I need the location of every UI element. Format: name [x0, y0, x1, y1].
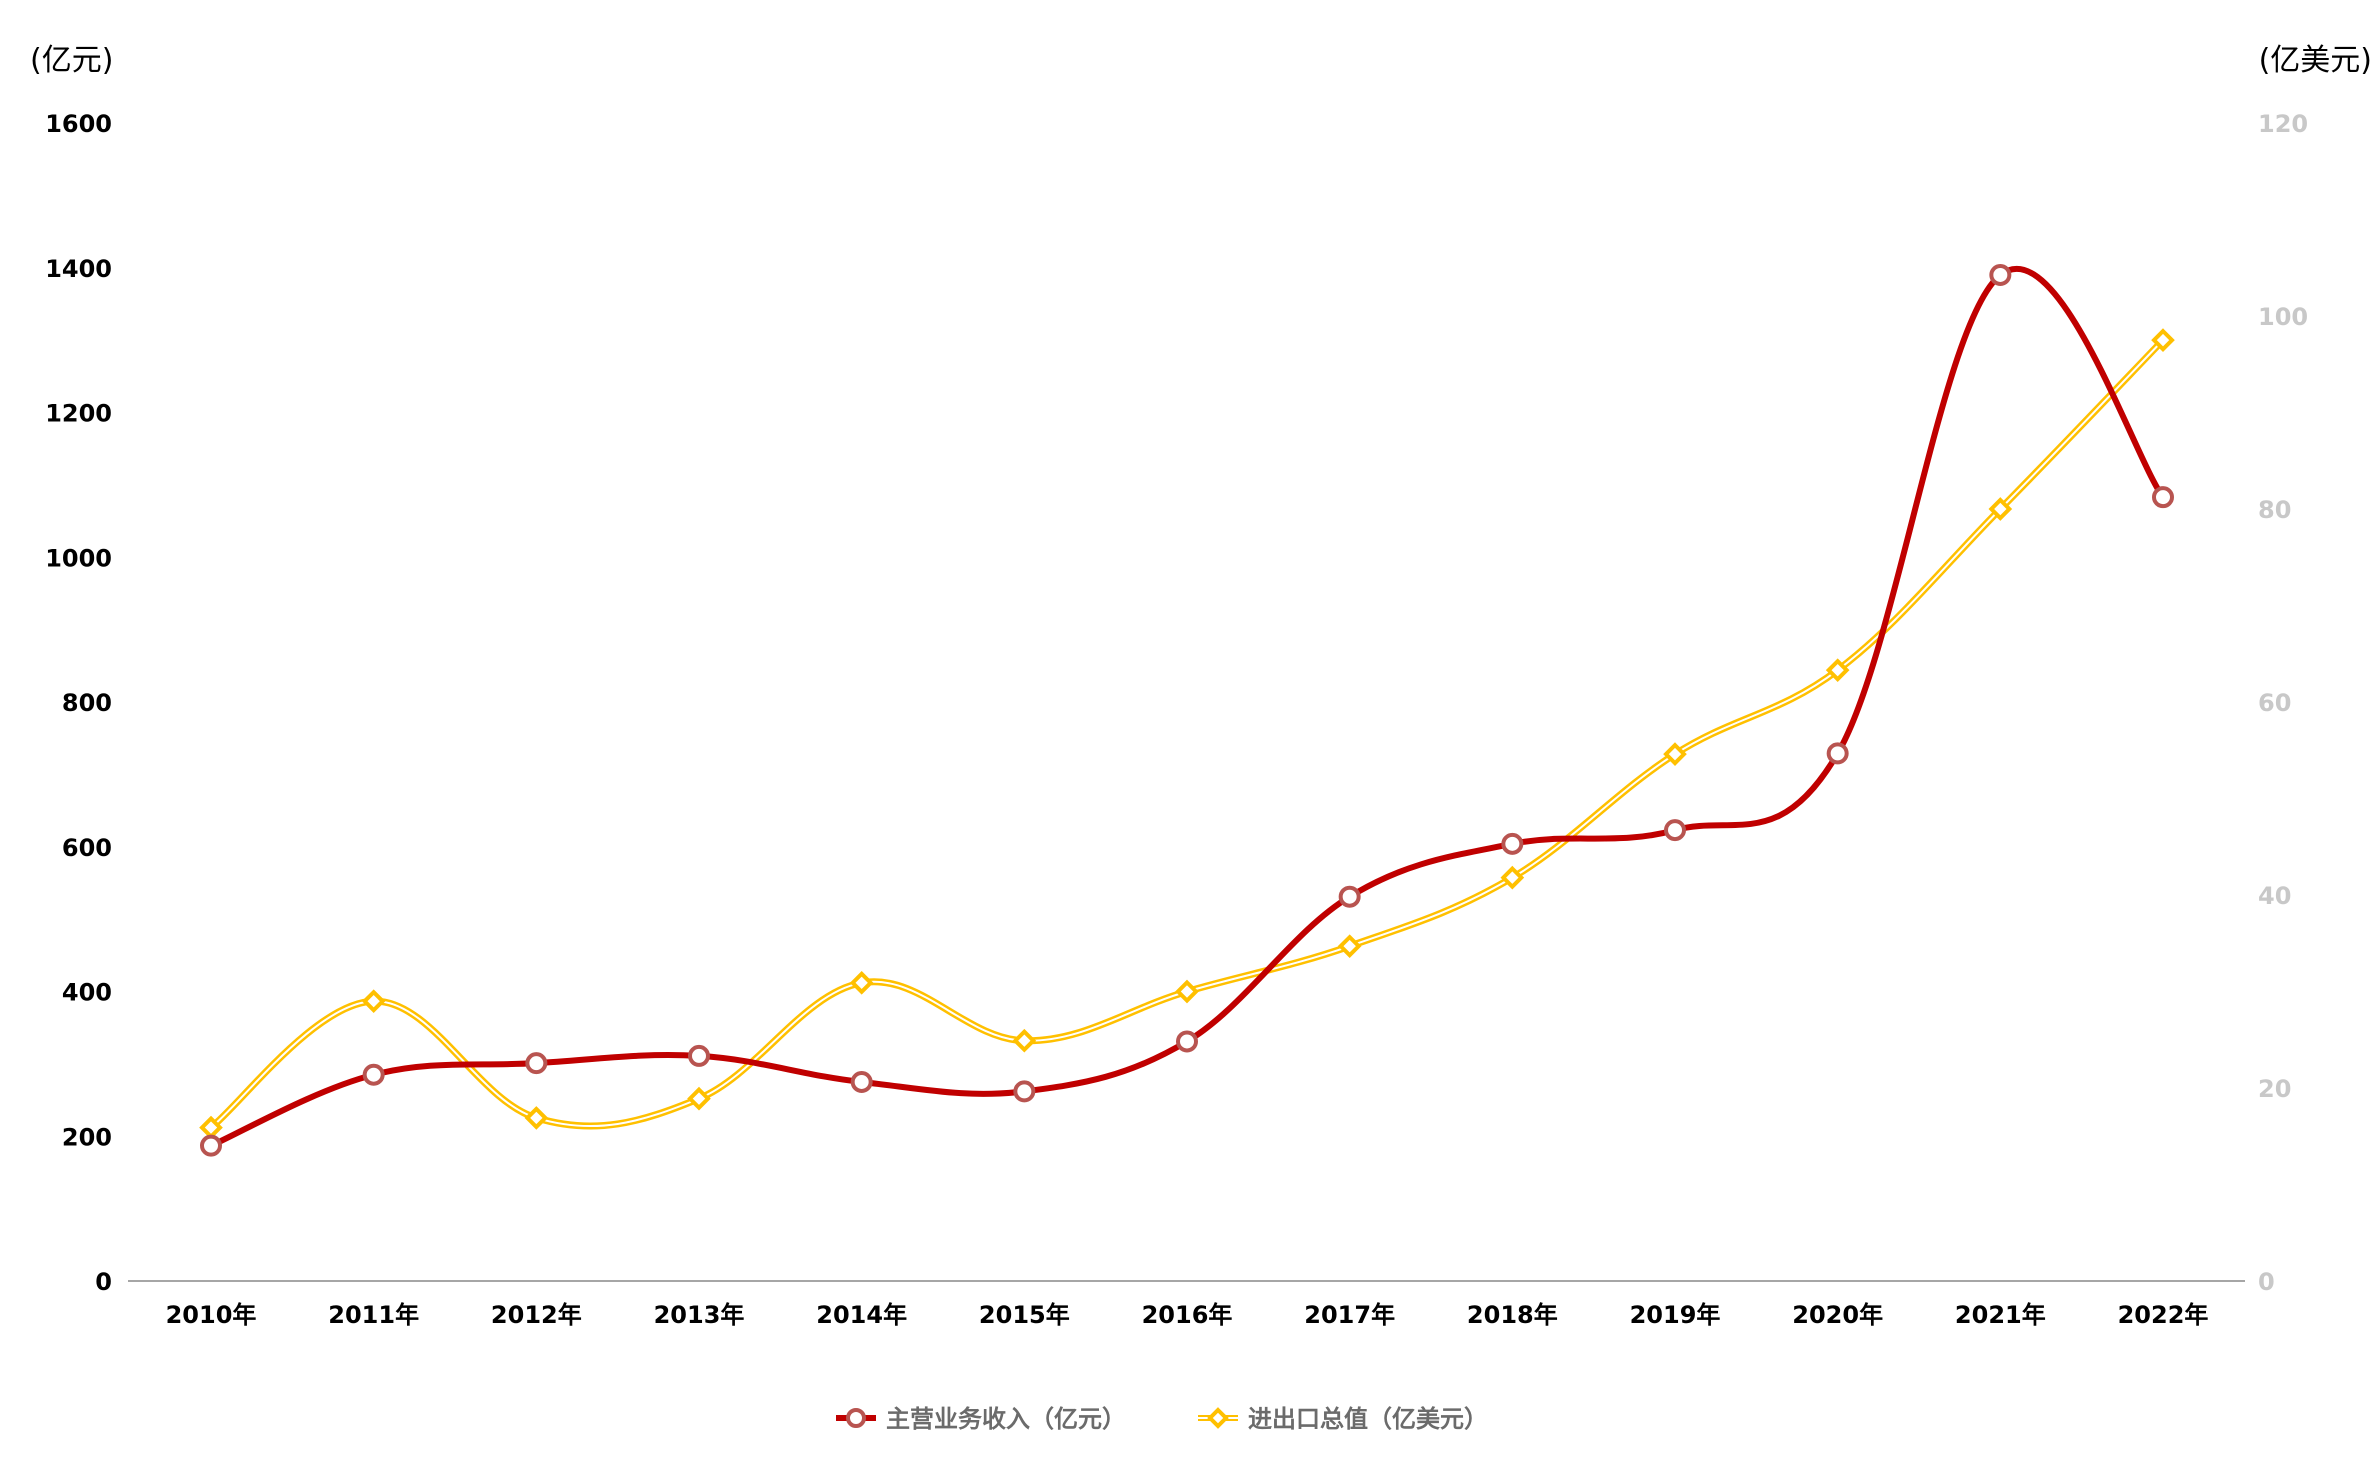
data-point-revenue — [525, 1052, 548, 1075]
x-tick-label: 2021年 — [1955, 1301, 2046, 1329]
series-line-trade-outer — [208, 337, 2166, 1131]
data-point-revenue — [1989, 263, 2012, 286]
x-tick-label: 2015年 — [979, 1301, 1070, 1329]
data-point-trade — [687, 1086, 711, 1111]
y-left-tick-label: 200 — [62, 1123, 112, 1151]
legend-label: 进出口总值（亿美元） — [1248, 1405, 1488, 1433]
x-tick-label: 2018年 — [1467, 1301, 1558, 1329]
legend-item-revenue: 主营业务收入（亿元） — [836, 1405, 1126, 1433]
y-right-tick-label: 100 — [2258, 303, 2308, 331]
data-point-trade — [1175, 979, 1199, 1004]
y-left-tick-label: 600 — [62, 834, 112, 862]
data-point-trade — [1337, 934, 1362, 958]
series-trade — [199, 328, 2175, 1140]
data-point-trade — [524, 1106, 549, 1130]
data-point-revenue — [1664, 819, 1686, 842]
series-revenue — [200, 263, 2174, 1157]
data-point-revenue — [1176, 1030, 1198, 1053]
y-right-tick-label: 80 — [2258, 496, 2291, 524]
legend-item-trade: 进出口总值（亿美元） — [1198, 1405, 1488, 1433]
data-point-revenue — [850, 1070, 873, 1093]
x-tick-label: 2014年 — [816, 1301, 907, 1329]
unit-labels: (亿元) (亿美元) — [30, 43, 2372, 78]
data-point-revenue — [1501, 832, 1524, 855]
data-point-revenue — [200, 1134, 222, 1157]
data-point-revenue — [362, 1063, 385, 1086]
data-point-trade — [1500, 865, 1525, 890]
x-tick-label: 2022年 — [2118, 1301, 2209, 1329]
series-line-trade-inner — [210, 339, 2164, 1129]
x-tick-label: 2020年 — [1792, 1301, 1883, 1329]
legend: 主营业务收入（亿元） 进出口总值（亿美元） — [836, 1405, 1488, 1433]
y-left-unit-label: (亿元) — [30, 43, 113, 78]
y-left-ticks: 0 200 400 600 800 1000 1200 1400 1600 — [45, 110, 112, 1296]
series-line-revenue — [209, 265, 2166, 1149]
y-right-tick-label: 40 — [2258, 882, 2291, 910]
y-left-tick-label: 1600 — [45, 110, 112, 138]
data-point-revenue — [1013, 1080, 1036, 1103]
legend-marker-revenue — [846, 1408, 866, 1428]
x-tick-label: 2012年 — [491, 1301, 582, 1329]
y-right-tick-label: 20 — [2258, 1075, 2291, 1103]
y-right-tick-label: 120 — [2258, 110, 2308, 138]
legend-label: 主营业务收入（亿元） — [886, 1405, 1126, 1433]
x-tick-label: 2013年 — [654, 1301, 745, 1329]
y-right-unit-label: (亿美元) — [2259, 43, 2372, 78]
x-tick-label: 2011年 — [328, 1301, 419, 1329]
y-right-ticks: 0 20 40 60 80 100 120 — [2258, 110, 2308, 1296]
data-point-trade — [361, 989, 386, 1013]
data-point-revenue — [2152, 486, 2174, 509]
data-point-revenue — [1338, 885, 1361, 908]
data-point-trade — [1663, 742, 1687, 766]
y-right-tick-label: 0 — [2258, 1268, 2275, 1296]
y-left-tick-label: 1200 — [45, 400, 112, 428]
legend-marker-trade — [1207, 1407, 1229, 1429]
data-point-trade — [1825, 658, 1850, 682]
y-right-tick-label: 60 — [2258, 689, 2291, 717]
data-point-trade — [1988, 497, 2013, 521]
x-tick-label: 2019年 — [1630, 1301, 1721, 1329]
data-point-trade — [1012, 1028, 1037, 1053]
x-tick-label: 2010年 — [166, 1301, 257, 1329]
x-tick-label: 2017年 — [1304, 1301, 1395, 1329]
series-layer — [199, 263, 2175, 1157]
y-left-tick-label: 1400 — [45, 255, 112, 283]
y-left-tick-label: 400 — [62, 979, 112, 1007]
y-left-tick-label: 0 — [95, 1268, 112, 1296]
data-point-revenue — [1826, 742, 1849, 765]
x-tick-label: 2016年 — [1142, 1301, 1233, 1329]
data-point-trade — [849, 970, 874, 995]
data-point-revenue — [688, 1044, 710, 1067]
y-left-tick-label: 800 — [62, 689, 112, 717]
data-point-trade — [2151, 328, 2175, 352]
x-ticks: 2010年 2011年 2012年 2013年 2014年 2015年 2016年 2017年… — [166, 1301, 2209, 1329]
y-left-tick-label: 1000 — [45, 544, 112, 572]
